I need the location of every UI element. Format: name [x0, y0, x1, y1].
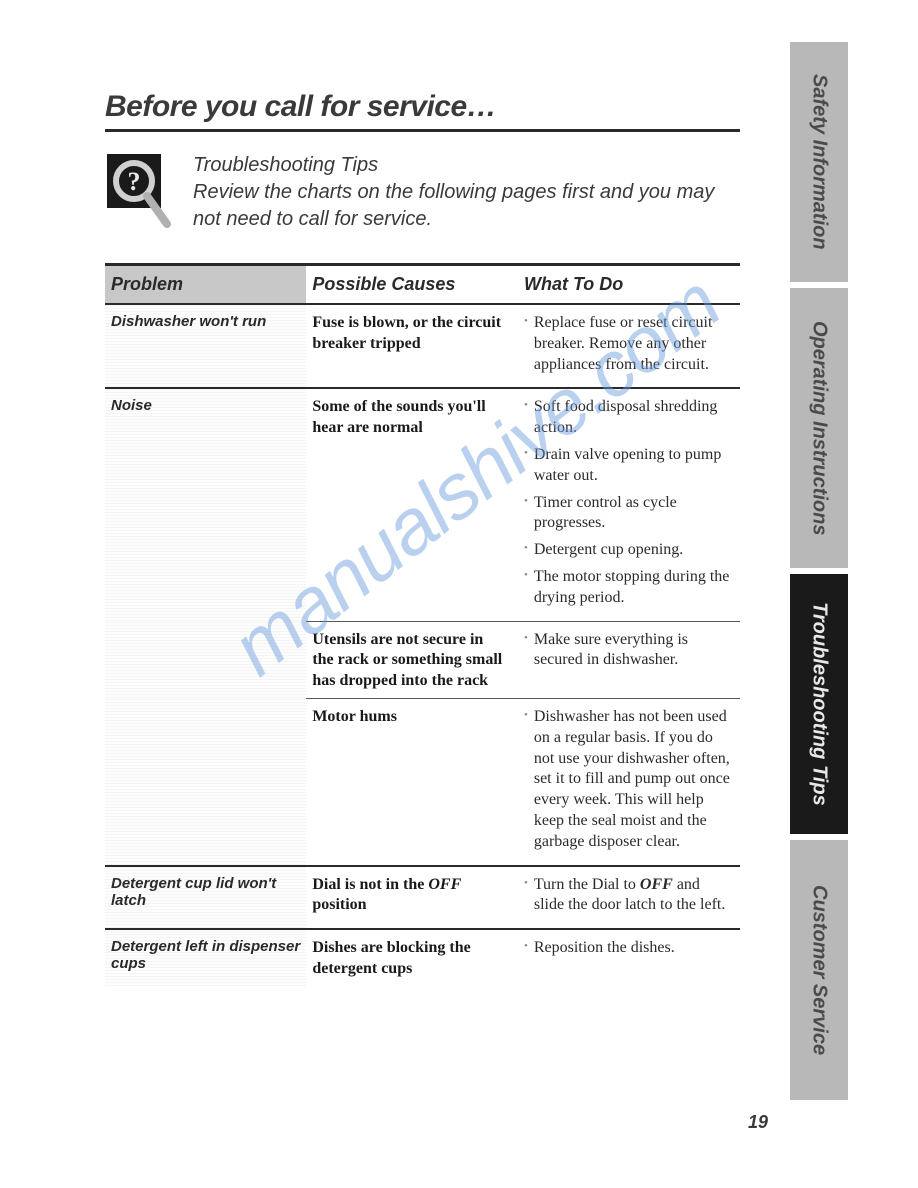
header-problem: Problem [105, 265, 306, 305]
action-item: •Drain valve opening to pump water out. [524, 445, 734, 487]
action-item: •Dishwasher has not been used on a regul… [524, 707, 734, 853]
action-item: •Turn the Dial to OFF and slide the door… [524, 875, 734, 917]
table-row: Detergent cup lid won't latchDial is not… [105, 866, 740, 930]
table-row: NoiseSome of the sounds you'll hear are … [105, 388, 740, 621]
page-content: Before you call for service… ? Troublesh… [105, 90, 740, 986]
bullet-icon: • [524, 707, 528, 853]
header-cause: Possible Causes [306, 265, 518, 305]
action-cell: •Dishwasher has not been used on a regul… [518, 698, 740, 865]
side-tabs: Safety Information Operating Instructions… [790, 42, 848, 1100]
side-tab[interactable]: Operating Instructions [790, 288, 848, 568]
bullet-icon: • [524, 445, 528, 487]
page-number: 19 [748, 1112, 768, 1133]
action-item: •Make sure everything is secured in dish… [524, 630, 734, 672]
action-text: Soft food disposal shredding action. [534, 397, 734, 439]
problem-cell [105, 621, 306, 698]
header-action: What To Do [518, 265, 740, 305]
bullet-icon: • [524, 938, 528, 959]
action-cell: •Make sure everything is secured in dish… [518, 621, 740, 698]
intro-heading: Troubleshooting Tips [193, 152, 740, 179]
action-text: Dishwasher has not been used on a regula… [534, 707, 734, 853]
question-magnifier-icon: ? [105, 152, 175, 232]
table-row: Detergent left in dispenser cupsDishes a… [105, 929, 740, 986]
table-row: Utensils are not secure in the rack or s… [105, 621, 740, 698]
cause-cell: Dishes are blocking the detergent cups [306, 929, 518, 986]
action-text: Timer control as cycle progresses. [534, 493, 734, 535]
action-text: Detergent cup opening. [534, 540, 683, 561]
side-tab[interactable]: Troubleshooting Tips [790, 574, 848, 834]
action-cell: • Reposition the dishes. [518, 929, 740, 986]
table-header-row: Problem Possible Causes What To Do [105, 265, 740, 305]
problem-cell: Detergent left in dispenser cups [105, 929, 306, 986]
action-text: Drain valve opening to pump water out. [534, 445, 734, 487]
bullet-icon: • [524, 540, 528, 561]
bullet-icon: • [524, 875, 528, 917]
troubleshooting-table: Problem Possible Causes What To Do Dishw… [105, 263, 740, 986]
svg-text:?: ? [128, 167, 141, 196]
action-item: •Replace fuse or reset circuit breaker. … [524, 313, 734, 375]
bullet-icon: • [524, 397, 528, 439]
action-cell: •Turn the Dial to OFF and slide the door… [518, 866, 740, 930]
problem-cell: Detergent cup lid won't latch [105, 866, 306, 930]
cause-cell: Dial is not in the OFF position [306, 866, 518, 930]
cause-cell: Some of the sounds you'll hear are norma… [306, 388, 518, 621]
bullet-icon: • [524, 567, 528, 609]
bullet-icon: • [524, 313, 528, 375]
bullet-icon: • [524, 630, 528, 672]
action-item: •Soft food disposal shredding action. [524, 397, 734, 439]
cause-cell: Utensils are not secure in the rack or s… [306, 621, 518, 698]
action-text: Replace fuse or reset circuit breaker. R… [534, 313, 734, 375]
problem-cell: Noise [105, 388, 306, 621]
action-text: Make sure everything is secured in dishw… [534, 630, 734, 672]
bullet-icon: • [524, 493, 528, 535]
table-body: Dishwasher won't runFuse is blown, or th… [105, 304, 740, 986]
problem-cell: Dishwasher won't run [105, 304, 306, 388]
side-tab[interactable]: Safety Information [790, 42, 848, 282]
action-cell: •Soft food disposal shredding action.•Dr… [518, 388, 740, 621]
action-item: • Detergent cup opening. [524, 540, 734, 561]
action-cell: •Replace fuse or reset circuit breaker. … [518, 304, 740, 388]
cause-cell: Motor hums [306, 698, 518, 865]
cause-cell: Fuse is blown, or the circuit breaker tr… [306, 304, 518, 388]
action-item: •The motor stopping during the drying pe… [524, 567, 734, 609]
action-text: Turn the Dial to OFF and slide the door … [534, 875, 734, 917]
action-item: •Timer control as cycle progresses. [524, 493, 734, 535]
problem-cell [105, 698, 306, 865]
intro-block: ? Troubleshooting Tips Review the charts… [105, 152, 740, 233]
action-text: Reposition the dishes. [534, 938, 675, 959]
intro-text: Troubleshooting Tips Review the charts o… [193, 152, 740, 233]
table-row: Dishwasher won't runFuse is blown, or th… [105, 304, 740, 388]
side-tab[interactable]: Customer Service [790, 840, 848, 1100]
action-item: • Reposition the dishes. [524, 938, 734, 959]
action-text: The motor stopping during the drying per… [534, 567, 734, 609]
table-row: Motor hums•Dishwasher has not been used … [105, 698, 740, 865]
page-title: Before you call for service… [105, 90, 740, 132]
intro-body: Review the charts on the following pages… [193, 181, 714, 230]
